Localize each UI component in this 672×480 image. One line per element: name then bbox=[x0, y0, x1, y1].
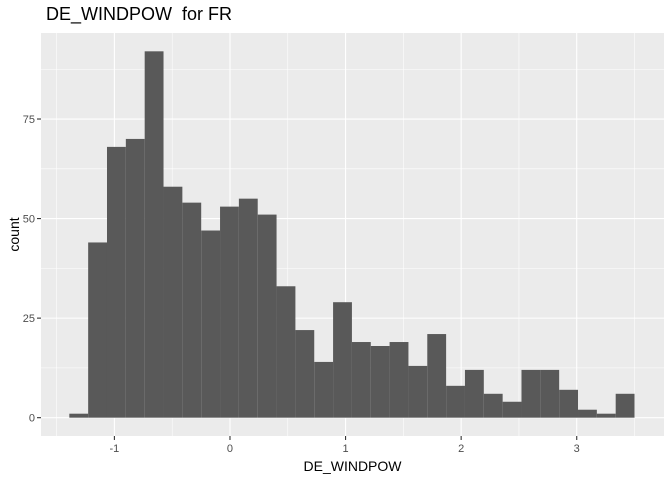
histogram-bars bbox=[69, 51, 635, 418]
histogram-bar bbox=[144, 51, 164, 418]
x-tick-label: 2 bbox=[458, 443, 464, 455]
histogram-bar bbox=[578, 409, 597, 418]
histogram-bar bbox=[389, 342, 409, 418]
histogram-bar bbox=[88, 242, 107, 418]
histogram-bar bbox=[220, 206, 239, 418]
histogram-bar bbox=[351, 342, 371, 418]
histogram-bar bbox=[163, 186, 183, 418]
histogram-bar bbox=[483, 393, 503, 418]
y-axis-title: count bbox=[6, 217, 22, 251]
histogram-bar bbox=[238, 198, 258, 418]
histogram-bar bbox=[408, 365, 428, 418]
x-tick-label: 0 bbox=[227, 443, 233, 455]
histogram-bar bbox=[295, 330, 315, 418]
histogram-bar bbox=[257, 214, 277, 418]
x-axis-title: DE_WINDPOW bbox=[304, 458, 403, 474]
chart-title: DE_WINDPOW for FR bbox=[46, 4, 233, 24]
histogram-bar bbox=[333, 302, 352, 418]
histogram-bar bbox=[502, 401, 522, 418]
y-axis: 0 25 50 75 bbox=[23, 114, 41, 425]
x-tick-label: -1 bbox=[110, 443, 120, 455]
histogram-bar bbox=[370, 346, 390, 418]
histogram-bar bbox=[615, 393, 635, 418]
histogram-bar bbox=[427, 334, 447, 418]
histogram-bar bbox=[125, 138, 145, 418]
histogram-bar bbox=[276, 286, 296, 418]
histogram-bar bbox=[182, 202, 202, 418]
histogram-bar bbox=[446, 385, 465, 418]
histogram-bar bbox=[464, 369, 484, 418]
x-tick-label: 3 bbox=[574, 443, 580, 455]
x-tick-label: 1 bbox=[343, 443, 349, 455]
histogram-bar bbox=[540, 369, 560, 418]
histogram-bar bbox=[201, 230, 221, 418]
histogram-bar bbox=[69, 413, 89, 418]
histogram-bar bbox=[521, 369, 541, 418]
y-tick-label: 50 bbox=[23, 214, 35, 226]
x-axis: -1 0 1 2 3 bbox=[110, 436, 580, 455]
histogram-bar bbox=[314, 361, 334, 418]
y-tick-label: 0 bbox=[29, 413, 35, 425]
y-tick-label: 25 bbox=[23, 313, 35, 325]
histogram-bar bbox=[106, 146, 126, 418]
histogram-bar bbox=[559, 389, 579, 418]
y-tick-label: 75 bbox=[23, 114, 35, 126]
histogram-bar bbox=[596, 413, 616, 418]
minor-gridlines bbox=[41, 33, 664, 436]
